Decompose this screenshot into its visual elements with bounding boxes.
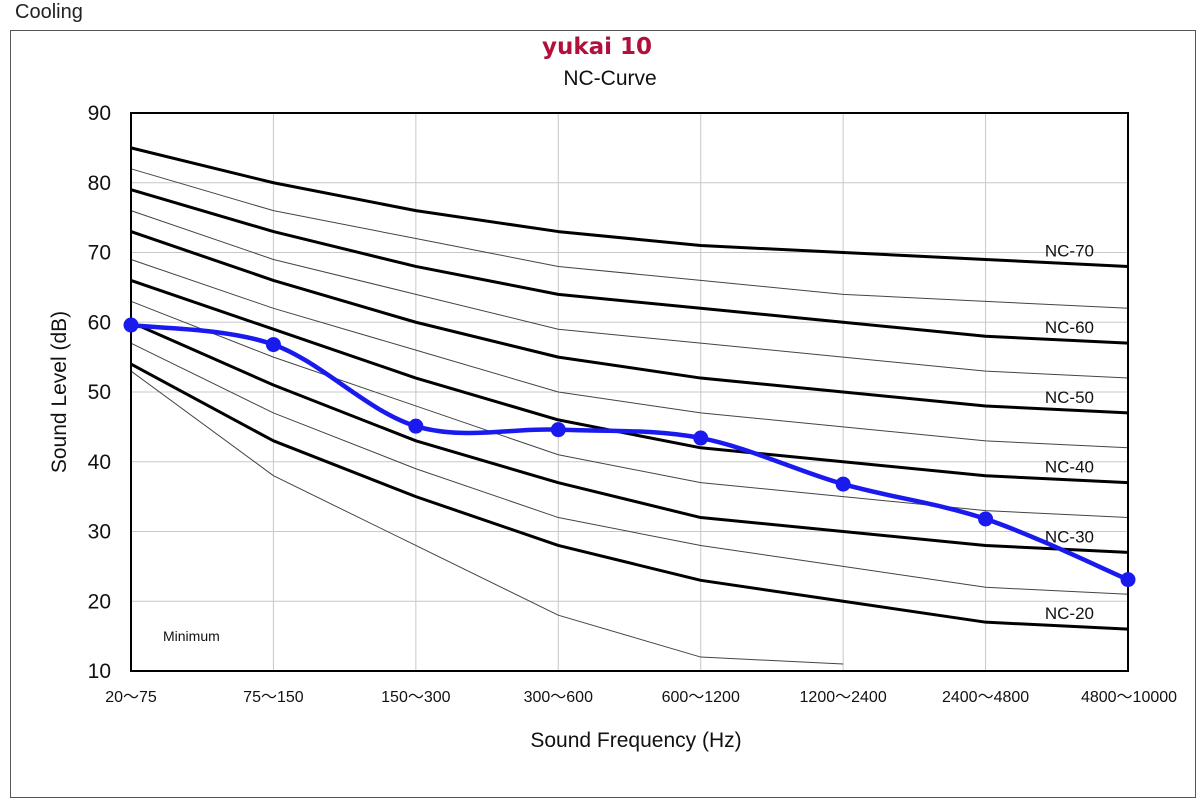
measured-series <box>123 317 1136 588</box>
x-axis-label: Sound Frequency (Hz) <box>530 729 741 752</box>
y-tick-label: 20 <box>88 590 111 613</box>
nc-curve-line <box>130 146 1129 268</box>
nc-curve-label: NC-30 <box>1045 527 1094 546</box>
chart-frame <box>10 30 1196 798</box>
nc-curve-label: NC-40 <box>1045 458 1094 477</box>
measured-point <box>265 337 281 353</box>
y-tick-label: 10 <box>88 660 111 683</box>
nc-curve-line <box>130 278 1129 485</box>
nc-curve-line <box>130 188 1129 345</box>
y-tick-label: 60 <box>88 311 111 334</box>
x-tick-label: 2400～4800 <box>942 689 1029 706</box>
y-tick-label: 30 <box>88 521 111 544</box>
measured-point <box>408 418 424 434</box>
x-tick-label: 600～1200 <box>662 689 740 706</box>
measured-point <box>978 511 994 527</box>
chart-subtitle: NC-Curve <box>563 67 656 90</box>
nc-intermediate-line <box>130 259 1129 449</box>
page-heading: Cooling <box>15 1 83 23</box>
x-tick-label: 150～300 <box>381 689 450 706</box>
nc-intermediate-line <box>130 210 1129 379</box>
x-tick-label: 4800～10000 <box>1081 689 1177 706</box>
measured-point <box>123 317 139 333</box>
nc-intermediate-line <box>130 300 1129 519</box>
nc-curve-line <box>130 320 1129 554</box>
nc-curve-label: NC-50 <box>1045 388 1094 407</box>
plot-area-border <box>130 112 1129 672</box>
nc-intermediate-line <box>130 342 1129 595</box>
measured-point <box>550 422 566 438</box>
x-tick-labels: 20～75 75～150 150～300 300～600 600～1200 1200～24… <box>105 689 1177 706</box>
nc-intermediate-line <box>130 168 1129 309</box>
nc-curve-label: NC-60 <box>1045 318 1094 337</box>
y-tick-label: 80 <box>88 172 111 195</box>
minimum-annotation: Minimum <box>163 628 220 644</box>
measured-point <box>835 476 851 492</box>
y-tick-label: 90 <box>88 102 111 125</box>
chart-title: yukai 10 <box>542 34 652 60</box>
grid-layer <box>130 112 1129 672</box>
nc-intermediate-line <box>130 370 844 665</box>
x-tick-label: 20～75 <box>105 689 157 706</box>
nc-curve-line <box>130 230 1129 415</box>
measured-line <box>128 322 1131 582</box>
y-tick-labels: 10 20 30 40 50 60 70 80 90 <box>88 102 111 683</box>
x-tick-label: 1200～2400 <box>800 689 887 706</box>
x-tick-label: 300～600 <box>524 689 593 706</box>
y-tick-label: 50 <box>88 381 111 404</box>
nc-curve-line <box>130 362 1129 631</box>
nc-curves: NC-70 NC-60 NC-50 NC-40 NC-30 NC-20 <box>130 146 1129 665</box>
y-axis-label: Sound Level (dB) <box>48 311 71 473</box>
y-tick-label: 70 <box>88 242 111 265</box>
nc-curve-label: NC-70 <box>1045 241 1094 260</box>
nc-curve-label: NC-20 <box>1045 604 1094 623</box>
measured-point <box>1120 572 1136 588</box>
y-tick-label: 40 <box>88 451 111 474</box>
x-tick-label: 75～150 <box>243 689 304 706</box>
measured-point <box>693 430 709 446</box>
